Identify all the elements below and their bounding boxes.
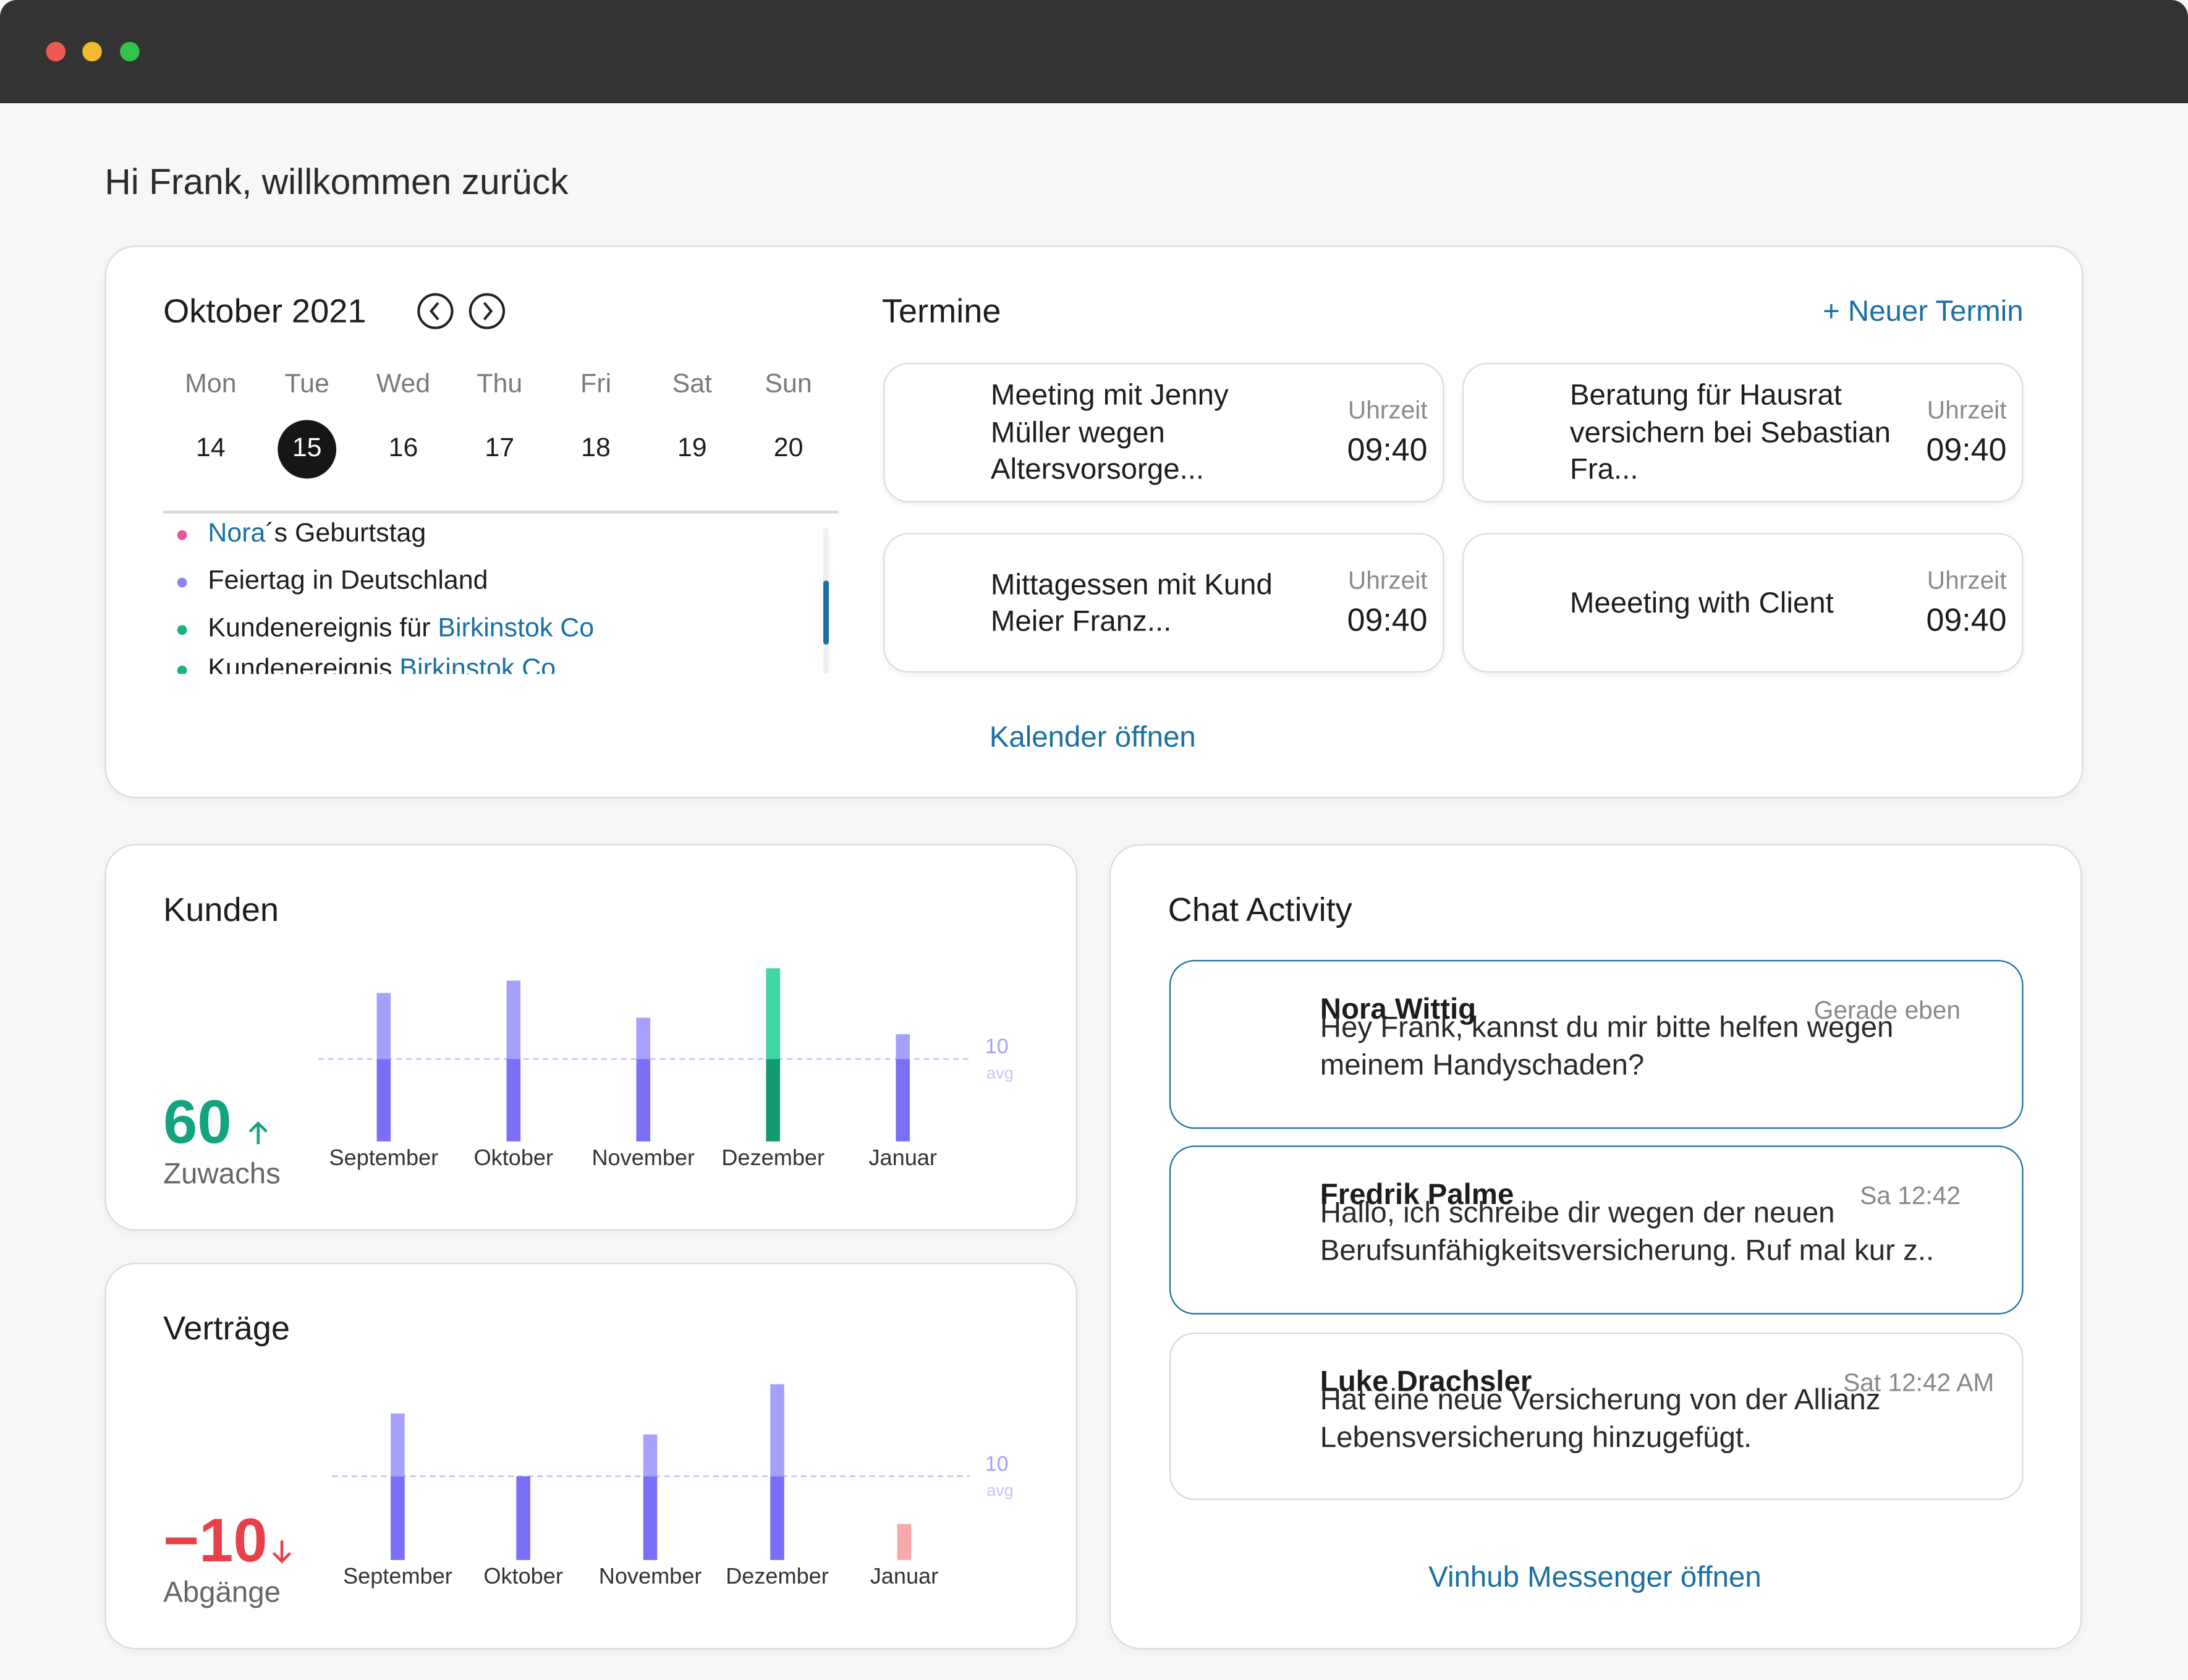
metric-label: Abgänge [163,1577,281,1610]
chat-name: Luke Drachsler [1320,1366,1532,1399]
chat-time: Sa 12:42 [1860,1182,1961,1210]
chat-message: Hallo, ich schreibe dir wegen der neuen … [1320,1197,1935,1267]
event-item: Kundenereignis für Birkinstok Co [163,613,819,646]
scroll-thumb[interactable] [823,580,829,645]
time-label: Uhrzeit [1927,566,2007,595]
time: 09:40 [1926,431,2007,468]
weekday: Sun [765,369,812,399]
card-title: Verträge [163,1309,290,1347]
day[interactable]: 19 [677,433,707,463]
weekday: Mon [185,369,237,399]
event-dot [177,530,187,540]
zoom-dot[interactable] [120,41,140,62]
time-label: Uhrzeit [1347,566,1428,595]
event-link[interactable]: Birkinstok Co [438,614,595,643]
chat-name: Fredrik Palme [1320,1179,1514,1212]
event-dot [177,625,187,635]
metric-value: 60 [163,1087,232,1156]
chat-item[interactable] [1169,1145,2024,1315]
calendar-divider [163,511,839,513]
chat-message: Hat eine neue Versicherung von der Allia… [1320,1385,1881,1454]
time: 09:40 [1926,601,2007,638]
event-link[interactable]: Birkinstok Co [399,654,556,674]
chat-item[interactable] [1169,1332,2024,1500]
appointment-card[interactable] [1462,362,2024,503]
day[interactable]: 17 [485,433,515,463]
messenger-link[interactable]: Vinhub Messenger öffnen [1428,1562,1762,1594]
appointment-title: Mittagessen mit Kund Meier Franz... [990,568,1273,638]
chat-message: Hey Frank, kannst du mir bitte helfen we… [1320,1012,1894,1082]
event-item: Kundenereignis Birkinstok Co [163,653,819,674]
weekday: Fri [580,369,612,399]
calendar-link[interactable]: Kalender öffnen [989,721,1196,754]
event-text: Kundenereignis Birkinstok Co [208,653,556,674]
metric-value: −10 [163,1506,268,1575]
day[interactable]: 15 [292,433,322,463]
vertraege-card [104,1263,1077,1650]
greeting: Hi Frank, willkommen zurück [104,161,569,203]
chat-time: Sat 12:42 AM [1843,1369,1995,1398]
appointment-card[interactable] [1462,533,2024,673]
event-item: Feiertag in Deutschland [163,565,819,598]
appointment-title: Beratung für Hausrat versichern bei Seba… [1569,380,1891,486]
event-list: Nora´s Geburtstag Feiertag in Deutschland… [163,516,819,674]
appointment-title: Meeting mit Jenny Müller wegen Altersvor… [990,380,1229,486]
day[interactable]: 18 [581,433,611,463]
appointment-card[interactable] [883,533,1444,673]
event-link[interactable]: Nora [208,519,266,549]
event-text: Feiertag in Deutschland [208,566,488,596]
metric-label: Zuwachs [163,1158,281,1191]
chat-name: Nora Wittig [1320,994,1477,1027]
weekday: Wed [376,369,431,399]
day[interactable]: 16 [388,433,418,463]
card-title: Kunden [163,891,279,929]
weekday: Sat [672,369,713,399]
card-title: Chat Activity [1168,891,1352,929]
day[interactable]: 20 [773,433,804,463]
event-text: Kundenereignis für Birkinstok Co [208,613,594,646]
time-label: Uhrzeit [1927,396,2007,425]
new-appointment-link[interactable]: + Neuer Termin [1823,296,2024,329]
event-dot [177,665,187,674]
event-text: Kundenereignis [208,654,400,674]
weekday: Thu [477,369,523,399]
title-bar [0,0,2188,104]
time: 09:40 [1347,431,1428,468]
event-text: Kundenereignis für [208,614,438,643]
event-text: ´s Geburtstag [265,519,426,549]
time: 09:40 [1347,601,1428,638]
event-dot [177,577,187,588]
weekday: Tue [284,369,329,399]
close-dot[interactable] [46,41,66,62]
time-label: Uhrzeit [1347,396,1428,425]
kunden-card [104,844,1077,1231]
appointment-card[interactable] [883,362,1444,503]
section-title: Termine [881,292,1001,331]
chat-item[interactable] [1169,960,2024,1129]
chat-time: Gerade eben [1813,996,1961,1025]
day[interactable]: 14 [196,433,226,463]
event-text: Feiertag in Deutschland [208,565,488,598]
calendar-card [104,245,2084,799]
event-text: Nora´s Geburtstag [208,518,426,551]
month-title: Oktober 2021 [163,292,367,331]
minimize-dot[interactable] [82,41,102,62]
appointment-title: Meeeting with Client [1569,587,1834,619]
event-item: Nora´s Geburtstag [163,518,819,551]
